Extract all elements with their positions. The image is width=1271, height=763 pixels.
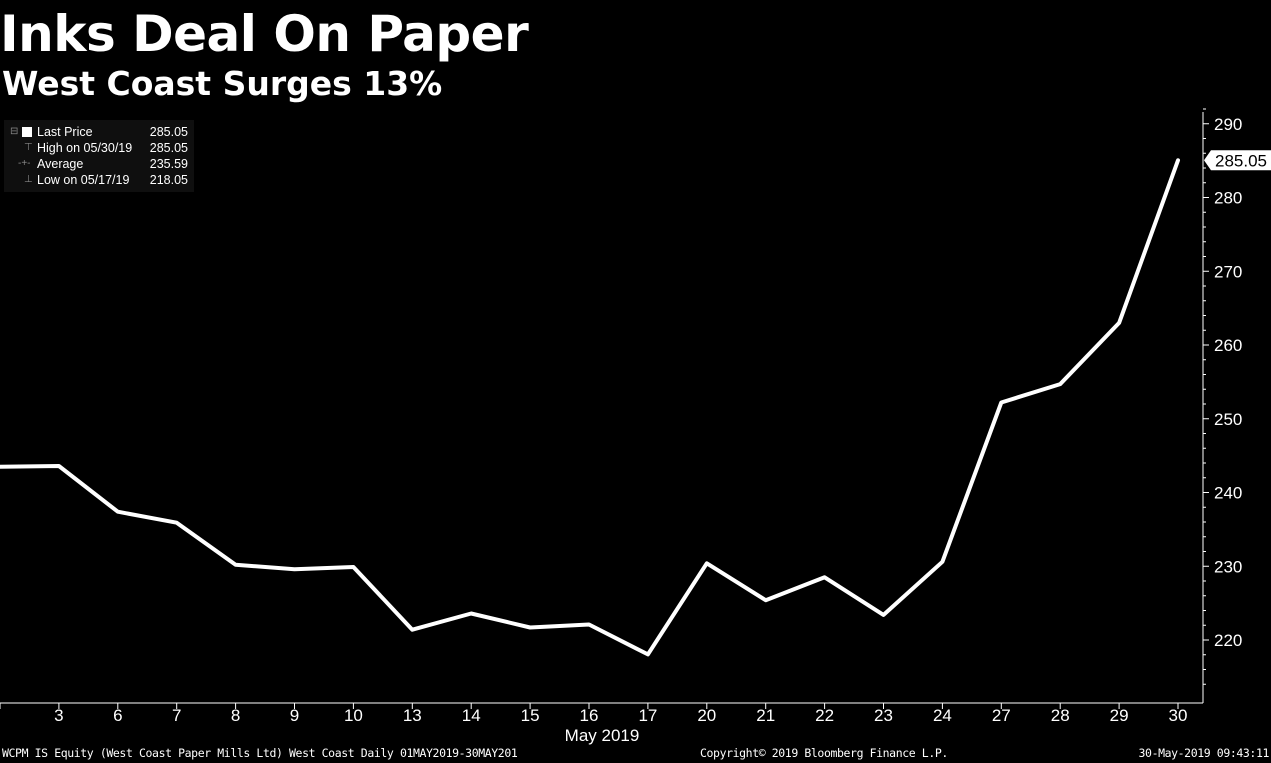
footer-copyright: Copyright© 2019 Bloomberg Finance L.P. — [700, 746, 948, 760]
x-tick-label: 20 — [697, 706, 716, 725]
legend-value: 218.05 — [149, 173, 188, 187]
y-tick-label: 290 — [1214, 115, 1242, 134]
x-tick-label: 23 — [874, 706, 893, 725]
x-tick-label: 14 — [462, 706, 481, 725]
average-marker-icon: -+- — [18, 158, 31, 169]
legend-label: Last Price — [37, 125, 93, 139]
x-tick-label: 7 — [172, 706, 181, 725]
x-tick-label: 28 — [1051, 706, 1070, 725]
y-tick-label: 240 — [1214, 484, 1242, 503]
legend-expand-icon: ⊟ — [10, 126, 19, 137]
legend-label: Low on 05/17/19 — [37, 173, 130, 187]
x-tick-label: 30 — [1169, 706, 1188, 725]
x-tick-label: 22 — [815, 706, 834, 725]
low-marker-icon: ⊥ — [24, 174, 33, 185]
x-tick-label: 13 — [403, 706, 422, 725]
x-tick-label: 27 — [992, 706, 1011, 725]
y-tick-label: 260 — [1214, 336, 1242, 355]
legend: ⊟ Last Price 285.05 ⊤ High on 05/30/19 2… — [4, 120, 194, 192]
x-tick-label: 24 — [933, 706, 952, 725]
y-tick-label: 280 — [1214, 189, 1242, 208]
y-tick-label: 230 — [1214, 557, 1242, 576]
footer-source: WCPM IS Equity (West Coast Paper Mills L… — [2, 746, 518, 760]
x-axis-label: May 2019 — [565, 726, 640, 745]
legend-item-average: -+- Average 235.59 — [4, 156, 194, 172]
legend-item-high: ⊤ High on 05/30/19 285.05 — [4, 140, 194, 156]
legend-label: High on 05/30/19 — [37, 141, 133, 155]
legend-value: 285.05 — [149, 141, 188, 155]
x-tick-label: 15 — [521, 706, 540, 725]
high-marker-icon: ⊤ — [24, 142, 33, 153]
x-tick-label: 6 — [113, 706, 122, 725]
y-tick-label: 220 — [1214, 631, 1242, 650]
legend-item-low: ⊥ Low on 05/17/19 218.05 — [4, 172, 194, 188]
footer-timestamp: 30-May-2019 09:43:11 — [1138, 746, 1270, 760]
legend-item-last-price: ⊟ Last Price 285.05 — [4, 124, 194, 140]
x-tick-label: 8 — [231, 706, 240, 725]
chart-subtitle: West Coast Surges 13% — [2, 64, 443, 103]
x-tick-label: 10 — [344, 706, 363, 725]
y-tick-label: 270 — [1214, 262, 1242, 281]
y-tick-label: 250 — [1214, 410, 1242, 429]
chart-title: Inks Deal On Paper — [0, 5, 529, 63]
x-tick-label: 16 — [580, 706, 599, 725]
last-price-label: 285.05 — [1215, 151, 1267, 170]
last-price-tag — [1204, 150, 1271, 171]
legend-label: Average — [37, 157, 84, 171]
x-tick-label: 17 — [638, 706, 657, 725]
x-tick-label: 3 — [54, 706, 63, 725]
x-tick-label: 9 — [290, 706, 299, 725]
legend-swatch — [22, 127, 32, 137]
x-tick-label: 29 — [1110, 706, 1129, 725]
x-tick-label: 21 — [756, 706, 775, 725]
legend-value: 285.05 — [149, 125, 188, 139]
price-line — [0, 158, 1180, 657]
legend-value: 235.59 — [149, 157, 188, 171]
